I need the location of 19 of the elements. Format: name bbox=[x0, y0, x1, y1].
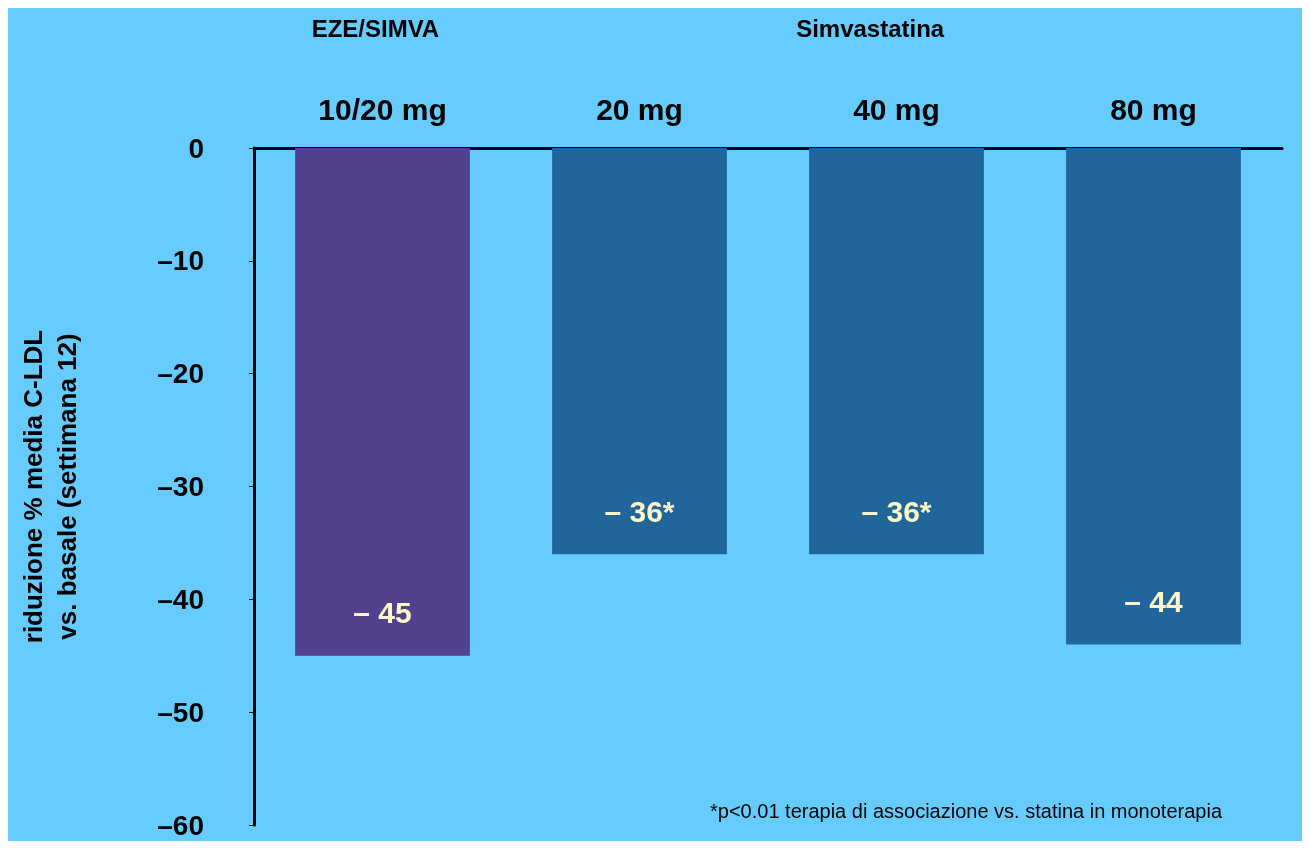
y-tick-label: –10 bbox=[157, 245, 204, 277]
y-tick-label: –30 bbox=[157, 471, 204, 502]
y-tick-label: –60 bbox=[157, 809, 204, 841]
x-tick-label: 80 mg bbox=[1110, 92, 1197, 126]
y-axis-title: riduzione % media C-LDL vs. basale (settimana 12) bbox=[18, 329, 82, 644]
text: Simvastatina bbox=[796, 14, 945, 42]
annotation: *p<0.01 terapia di associazione vs. statina in monoterapia bbox=[710, 800, 1223, 822]
x-tick-label: 10/20 mg bbox=[318, 92, 447, 126]
y-tick-label: –40 bbox=[157, 583, 204, 615]
text: EZE/SIMVA bbox=[311, 14, 440, 42]
y-tick-label: 0 bbox=[188, 132, 204, 164]
x-tick-label: 40 mg bbox=[853, 92, 940, 126]
data-label: – 45 bbox=[353, 596, 412, 630]
data-label: – 36* bbox=[861, 494, 932, 528]
data-label: – 36* bbox=[604, 494, 675, 528]
x-tick-label: 20 mg bbox=[596, 92, 683, 126]
data-label: – 44 bbox=[1124, 584, 1184, 618]
y-tick-label: –50 bbox=[157, 696, 204, 728]
y-tick-label: –20 bbox=[157, 358, 204, 390]
